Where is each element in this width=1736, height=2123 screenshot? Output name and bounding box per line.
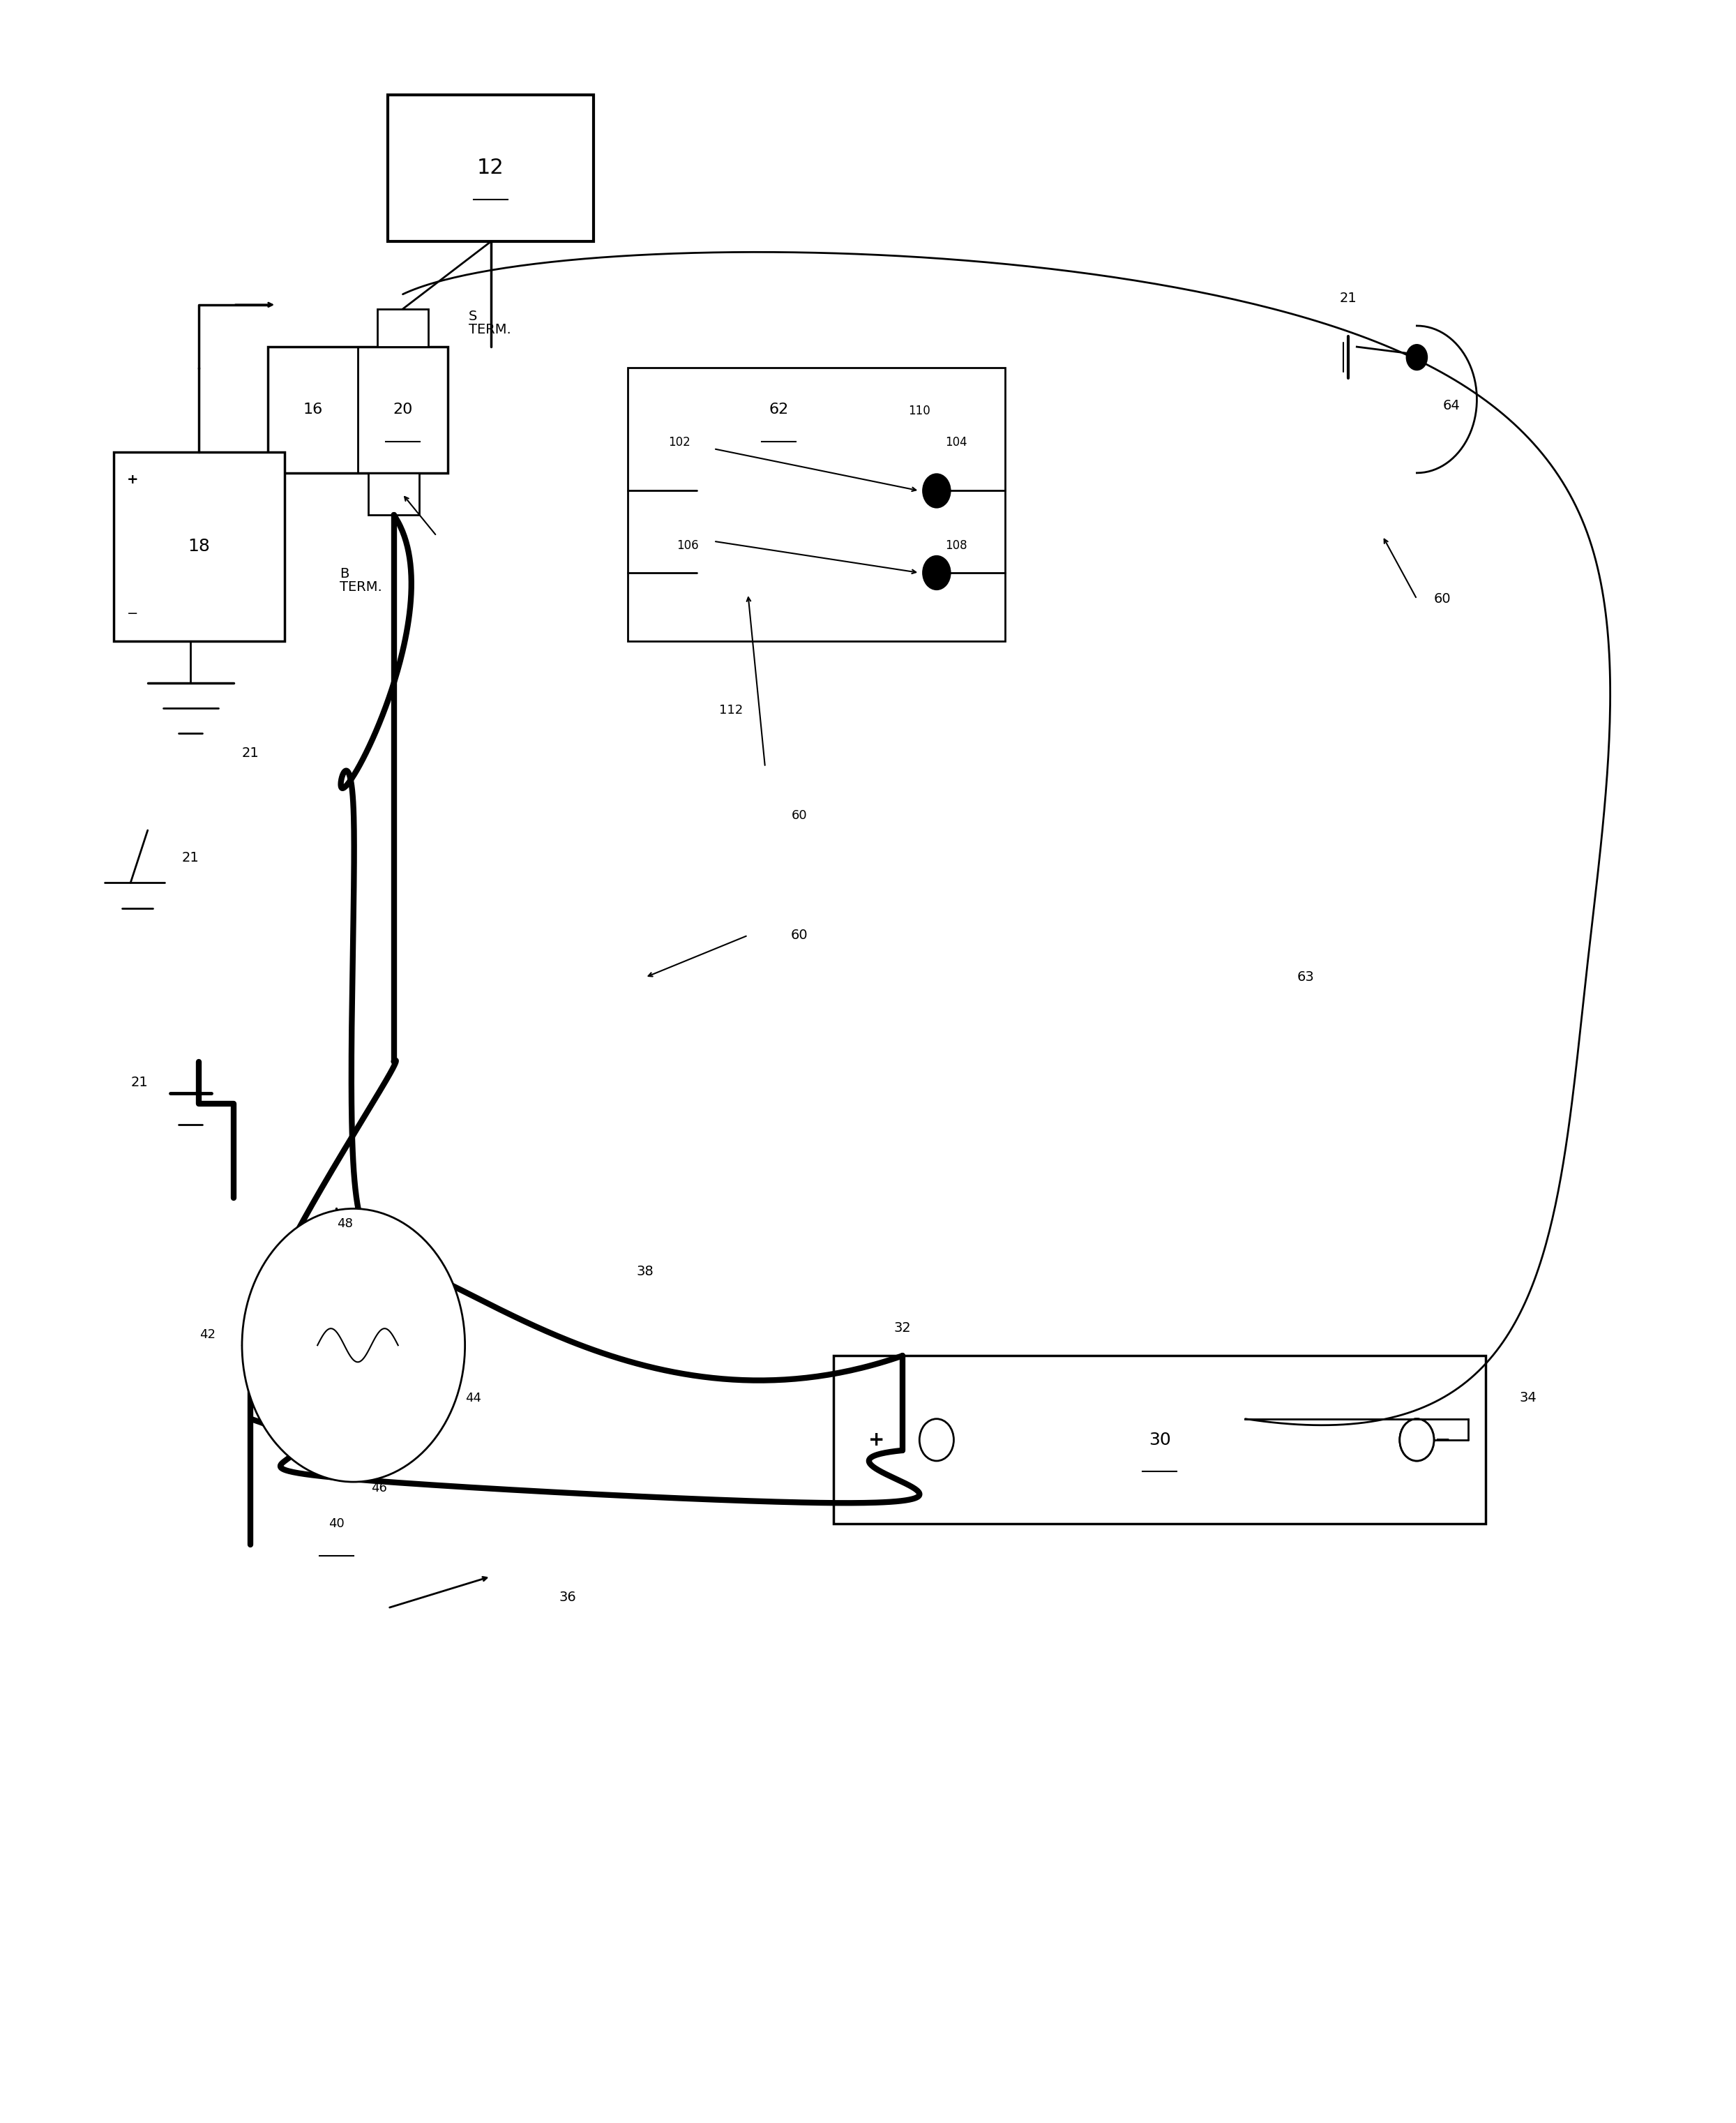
Text: 102: 102 [668,435,691,448]
Text: −: − [127,607,139,620]
Text: 60: 60 [792,928,807,943]
Text: 21: 21 [1340,291,1358,306]
Bar [377,310,429,346]
Text: 44: 44 [465,1391,481,1403]
Text: 62: 62 [769,403,788,416]
Circle shape [1399,1418,1434,1461]
Bar [368,473,420,516]
Circle shape [924,473,950,507]
Text: S
TERM.: S TERM. [469,310,510,335]
Circle shape [398,1348,429,1384]
Circle shape [1399,1418,1434,1461]
Text: 20: 20 [392,403,413,416]
Bar [628,367,1005,641]
Text: 64: 64 [1443,399,1460,412]
Text: +: + [868,1431,885,1450]
Circle shape [924,556,950,590]
Text: 40: 40 [328,1518,344,1531]
Circle shape [920,1418,953,1461]
Text: 108: 108 [944,539,967,552]
Circle shape [321,1263,352,1301]
Circle shape [241,1208,465,1482]
Text: 106: 106 [677,539,700,552]
Text: 21: 21 [182,851,200,864]
Bar [267,346,448,473]
Text: 21: 21 [241,745,259,760]
Text: 60: 60 [792,809,807,822]
Text: 12: 12 [477,157,503,178]
Circle shape [1406,344,1427,369]
Circle shape [286,1327,318,1365]
Text: −: − [1434,1431,1451,1450]
Text: +: + [127,473,139,486]
Text: 16: 16 [302,403,323,416]
Text: 18: 18 [187,537,210,554]
Text: 30: 30 [1149,1431,1170,1448]
Bar [833,1357,1486,1524]
Text: 38: 38 [637,1265,654,1278]
Text: 112: 112 [719,705,743,718]
Bar [113,452,285,641]
Text: B
TERM.: B TERM. [340,567,382,594]
Text: 110: 110 [908,405,930,418]
Text: 60: 60 [1434,592,1451,605]
Text: 42: 42 [200,1329,215,1342]
Text: 48: 48 [337,1216,352,1229]
Text: 21: 21 [130,1076,148,1089]
Text: 34: 34 [1519,1391,1536,1405]
Text: 46: 46 [372,1482,387,1495]
Text: 63: 63 [1297,970,1314,985]
Text: 104: 104 [944,435,967,448]
Text: 32: 32 [894,1321,911,1335]
Bar [387,96,594,242]
Text: 36: 36 [559,1590,576,1605]
Circle shape [330,1388,361,1427]
